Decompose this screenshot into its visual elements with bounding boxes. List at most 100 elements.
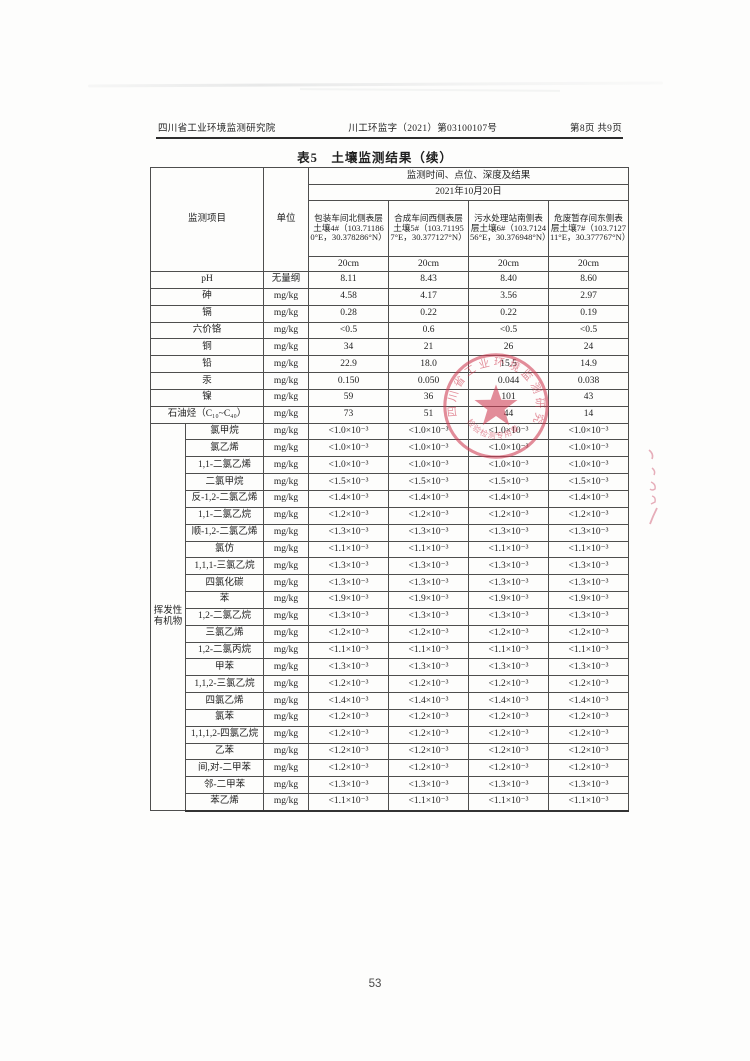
- value-cell: <0.5: [468, 321, 549, 340]
- value-cell: <1.2×10⁻³: [308, 506, 389, 525]
- value-cell: <1.3×10⁻³: [468, 523, 549, 542]
- table-title: 表5 土壤监测结果（续）: [297, 151, 453, 165]
- scan-crease-line: [87, 81, 664, 88]
- value-cell: <1.2×10⁻³: [388, 708, 469, 727]
- row-label: 铜: [150, 338, 264, 357]
- value-cell: 73: [308, 405, 389, 424]
- value-cell: <1.9×10⁻³: [308, 591, 389, 609]
- value-cell: 14.9: [548, 355, 629, 374]
- scan-crease-line-2: [299, 88, 561, 92]
- row-label: 邻-二甲苯: [185, 776, 264, 795]
- table-row: 挥发性有机物 氯甲烷 mg/kg <1.0×10⁻³ <1.0×10⁻³ <1.0×10⁻…: [150, 422, 629, 812]
- value-cell: <1.3×10⁻³: [548, 574, 629, 593]
- value-cell: 2.97: [548, 287, 629, 306]
- value-cell: <1.2×10⁻³: [468, 759, 549, 778]
- value-cell: <1.2×10⁻³: [548, 506, 629, 525]
- table-row: 邻-二甲苯 mg/kg <1.3×10⁻³ <1.3×10⁻³ <1.3×10⁻³ <1.…: [151, 776, 629, 795]
- value-cell: <1.2×10⁻³: [548, 742, 629, 761]
- unit-cell: mg/kg: [263, 658, 309, 677]
- table-row: 四氯乙烯 mg/kg <1.4×10⁻³ <1.4×10⁻³ <1.4×10⁻³ <1.4…: [151, 692, 629, 710]
- value-cell: <1.2×10⁻³: [388, 506, 469, 525]
- value-cell: 0.150: [308, 372, 389, 390]
- value-cell: <1.2×10⁻³: [468, 624, 549, 643]
- table-row: 氯乙烯 mg/kg <1.0×10⁻³ <1.0×10⁻³ <1.0×10⁻³ <1.0×…: [151, 439, 629, 458]
- value-cell: <1.3×10⁻³: [468, 557, 549, 576]
- row-label: 苯: [185, 591, 264, 609]
- value-cell: 4.17: [388, 287, 469, 306]
- unit-cell: mg/kg: [263, 523, 309, 542]
- table-row: 顺-1,2-二氯乙烯 mg/kg <1.3×10⁻³ <1.3×10⁻³ <1.3×10…: [151, 523, 629, 542]
- value-cell: <1.2×10⁻³: [548, 675, 629, 694]
- value-cell: 0.6: [388, 321, 469, 340]
- row-label: 四氯乙烯: [185, 692, 264, 710]
- value-cell: <1.3×10⁻³: [388, 776, 469, 795]
- value-cell: 21: [388, 338, 469, 357]
- value-cell: <1.3×10⁻³: [308, 557, 389, 576]
- table-row: 三氯乙烯 mg/kg <1.2×10⁻³ <1.2×10⁻³ <1.2×10⁻³ <1.2…: [151, 624, 629, 643]
- soil-monitoring-table: 监测项目 单位 监测时间、点位、深度及结果 2021年10月20日 包装车间北侧…: [150, 167, 629, 812]
- value-cell: <1.3×10⁻³: [388, 607, 469, 626]
- unit-cell: mg/kg: [263, 725, 309, 744]
- unit-cell: mg/kg: [263, 675, 309, 694]
- value-cell: <1.1×10⁻³: [308, 540, 389, 559]
- value-cell: 0.050: [388, 372, 469, 390]
- value-cell: 15.5: [468, 355, 549, 374]
- unit-cell: mg/kg: [263, 338, 309, 357]
- unit-cell: mg/kg: [263, 776, 309, 795]
- unit-cell: mg/kg: [263, 742, 309, 761]
- value-cell: 0.22: [468, 304, 549, 323]
- unit-cell: mg/kg: [263, 591, 309, 609]
- unit-cell: mg/kg: [263, 489, 309, 508]
- row-label: 铅: [150, 355, 264, 374]
- value-cell: <1.2×10⁻³: [468, 708, 549, 727]
- unit-cell: mg/kg: [263, 708, 309, 727]
- value-cell: <1.2×10⁻³: [468, 742, 549, 761]
- unit-cell: mg/kg: [263, 355, 309, 374]
- location-header-4: 危废暂存间东侧表层土壤7#（103.712711°E，30.377767°N）: [548, 200, 629, 257]
- page-number: 53: [368, 978, 382, 990]
- value-cell: <1.1×10⁻³: [308, 641, 389, 660]
- column-header-unit: 单位: [263, 167, 309, 272]
- row-label: 汞: [150, 372, 264, 390]
- column-header-date: 2021年10月20日: [308, 184, 629, 201]
- value-cell: <1.4×10⁻³: [308, 692, 389, 710]
- table-row: 1,2-二氯丙烷 mg/kg <1.1×10⁻³ <1.1×10⁻³ <1.1×10⁻³…: [151, 641, 629, 660]
- table-row: 苯乙烯 mg/kg <1.1×10⁻³ <1.1×10⁻³ <1.1×10⁻³ <1.1×…: [151, 793, 629, 812]
- value-cell: 8.43: [388, 271, 469, 289]
- value-cell: <1.2×10⁻³: [388, 624, 469, 643]
- table-row: 镉 mg/kg 0.28 0.22 0.22 0.19: [150, 304, 629, 323]
- value-cell: 3.56: [468, 287, 549, 306]
- unit-cell: mg/kg: [263, 287, 309, 306]
- value-cell: <1.5×10⁻³: [468, 473, 549, 491]
- value-cell: <1.0×10⁻³: [548, 439, 629, 458]
- value-cell: 34: [308, 338, 389, 357]
- margin-ink-marks: [648, 449, 658, 525]
- value-cell: 59: [308, 388, 389, 407]
- unit-cell: mg/kg: [263, 641, 309, 660]
- value-cell: <1.0×10⁻³: [468, 439, 549, 458]
- value-cell: <1.0×10⁻³: [388, 422, 469, 441]
- value-cell: <1.0×10⁻³: [468, 422, 549, 441]
- value-cell: <1.2×10⁻³: [308, 725, 389, 744]
- value-cell: <1.2×10⁻³: [388, 725, 469, 744]
- value-cell: <1.1×10⁻³: [548, 793, 629, 812]
- table-row: pH 无量纲 8.11 8.43 8.40 8.60: [150, 271, 629, 289]
- unit-cell: mg/kg: [263, 607, 309, 626]
- unit-cell: mg/kg: [263, 439, 309, 458]
- value-cell: <1.3×10⁻³: [388, 658, 469, 677]
- value-cell: 26: [468, 338, 549, 357]
- value-cell: <1.4×10⁻³: [388, 692, 469, 710]
- unit-cell: mg/kg: [263, 456, 309, 475]
- value-cell: <1.1×10⁻³: [548, 641, 629, 660]
- row-label: pH: [150, 271, 264, 289]
- value-cell: <1.2×10⁻³: [388, 742, 469, 761]
- value-cell: <1.4×10⁻³: [308, 489, 389, 508]
- value-cell: <1.5×10⁻³: [388, 473, 469, 491]
- table-header-row: 包装车间北侧表层土壤4#（103.711860°E，30.378286°N） 合…: [151, 200, 629, 257]
- value-cell: <1.2×10⁻³: [308, 742, 389, 761]
- table-row: 1,1,1-三氯乙烷 mg/kg <1.3×10⁻³ <1.3×10⁻³ <1.3×10…: [151, 557, 629, 576]
- value-cell: <1.2×10⁻³: [548, 725, 629, 744]
- value-cell: <1.3×10⁻³: [468, 776, 549, 795]
- value-cell: <1.3×10⁻³: [308, 658, 389, 677]
- table-row: 镍 mg/kg 59 36 101 43: [150, 388, 629, 407]
